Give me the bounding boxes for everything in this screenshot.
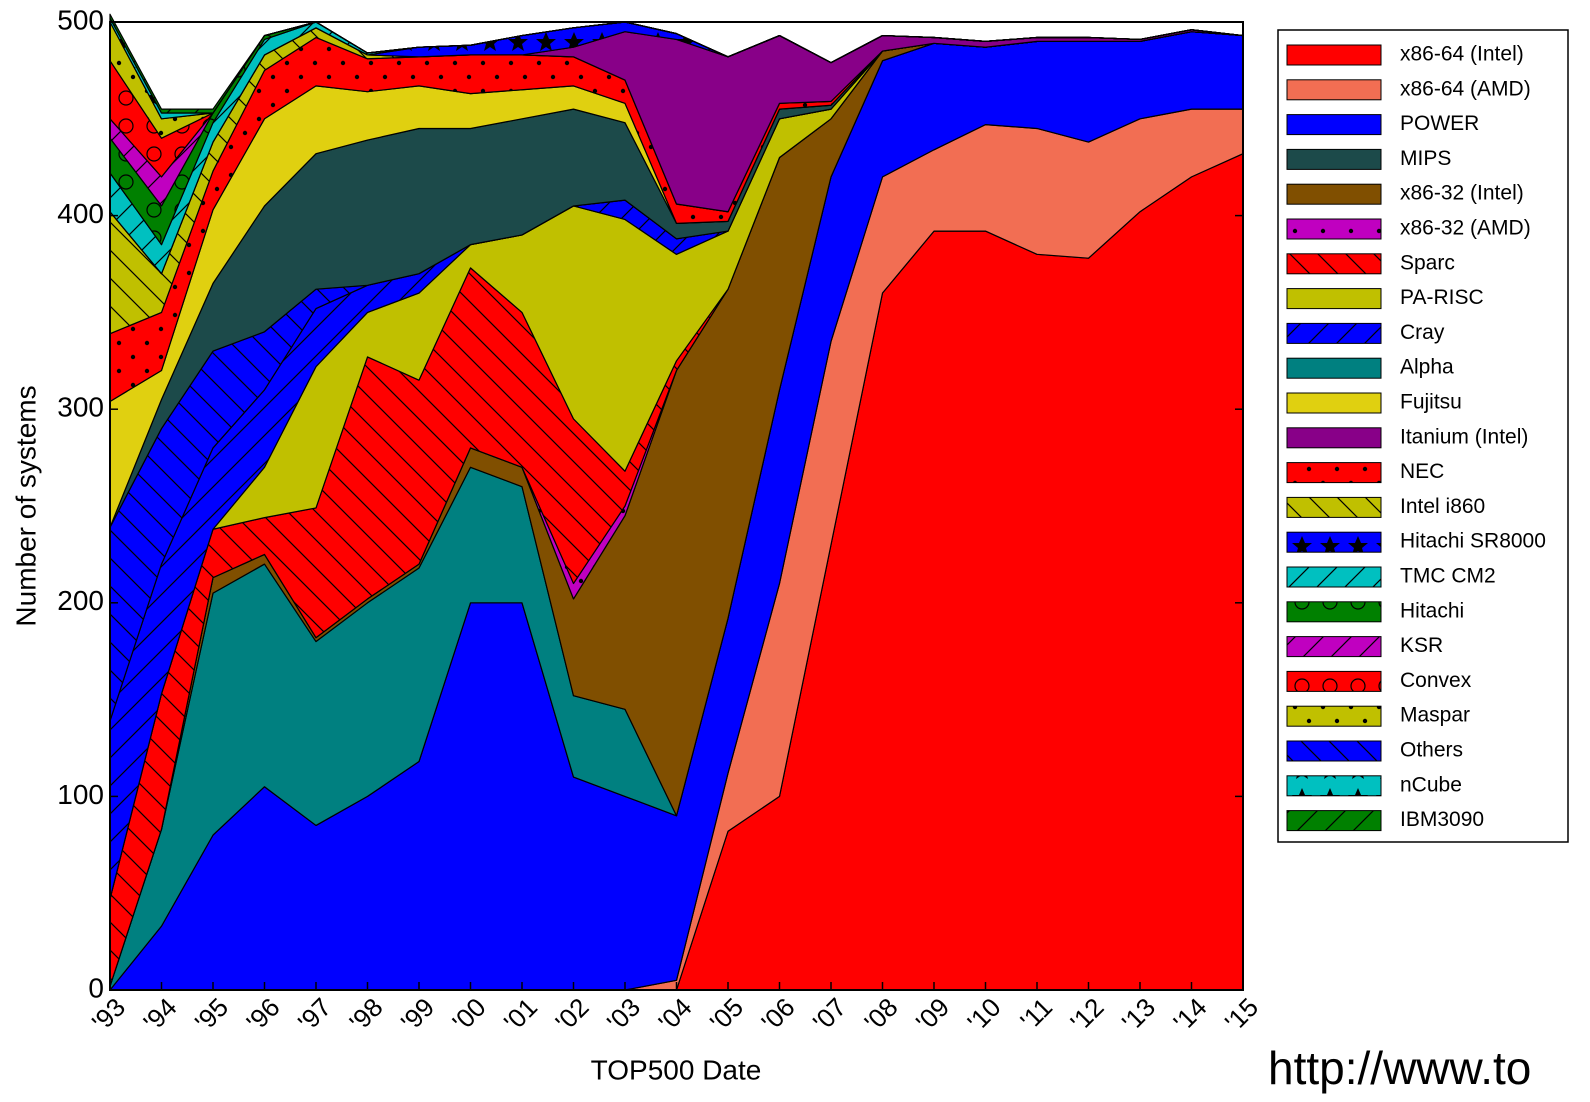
x-tick-label: '03 <box>601 992 646 1037</box>
x-tick-label: '02 <box>549 992 594 1037</box>
x-tick-label: '00 <box>446 992 491 1037</box>
legend-swatch <box>1286 288 1382 310</box>
legend-label: Maspar <box>1400 704 1470 727</box>
x-tick-label: '08 <box>858 992 903 1037</box>
legend-swatch <box>1286 253 1382 275</box>
legend-label: IBM3090 <box>1400 808 1484 831</box>
legend-swatch <box>1286 566 1382 588</box>
legend-swatch <box>1286 79 1382 101</box>
legend-swatch <box>1286 148 1382 170</box>
x-tick-label: '97 <box>292 992 337 1037</box>
legend-swatch <box>1286 810 1382 832</box>
legend-label: nCube <box>1400 773 1462 796</box>
x-tick-label: '99 <box>395 992 440 1037</box>
x-tick-label: '04 <box>652 992 697 1037</box>
area <box>109 13 1244 114</box>
legend-label: Convex <box>1400 669 1472 692</box>
legend-swatch <box>1286 531 1382 553</box>
legend-label: NEC <box>1400 460 1444 483</box>
legend-label: KSR <box>1400 634 1443 657</box>
y-tick-label: 200 <box>57 585 104 616</box>
legend: x86-64 (Intel) x86-64 (AMD) POWER MIPS x86-3… <box>1286 43 1546 832</box>
legend-label: Cray <box>1400 321 1445 344</box>
x-tick-label: '06 <box>755 992 800 1037</box>
x-tick-label: '01 <box>498 992 543 1037</box>
legend-label: PA-RISC <box>1400 286 1484 309</box>
legend-label: Alpha <box>1400 356 1454 379</box>
legend-swatch <box>1286 183 1382 205</box>
y-tick-label: 300 <box>57 392 104 423</box>
x-tick-label: '96 <box>240 992 285 1037</box>
legend-swatch <box>1286 462 1382 484</box>
legend-label: Fujitsu <box>1400 391 1462 414</box>
legend-swatch <box>1286 740 1382 762</box>
legend-label: MIPS <box>1400 147 1451 170</box>
legend-swatch <box>1286 357 1382 379</box>
legend-label: Hitachi <box>1400 599 1464 622</box>
legend-swatch <box>1286 601 1382 623</box>
x-tick-label: '12 <box>1064 992 1109 1037</box>
x-tick-label: '13 <box>1116 992 1161 1037</box>
legend-swatch <box>1286 705 1382 727</box>
x-tick-label: '11 <box>1014 992 1058 1036</box>
legend-swatch <box>1286 636 1382 658</box>
x-tick-label: '14 <box>1167 992 1212 1037</box>
legend-swatch <box>1286 44 1382 66</box>
y-tick-label: 400 <box>57 198 104 229</box>
areas <box>109 13 1244 991</box>
y-tick-label: 500 <box>57 4 104 35</box>
x-tick-label: '94 <box>137 992 182 1037</box>
legend-label: x86-64 (AMD) <box>1400 77 1531 100</box>
x-tick-label: '15 <box>1219 992 1264 1037</box>
y-axis-label: Number of systems <box>10 385 41 626</box>
legend-label: Hitachi SR8000 <box>1400 530 1546 553</box>
y-tick-label: 100 <box>57 779 104 810</box>
legend-swatch <box>1286 496 1382 518</box>
legend-label: Others <box>1400 739 1463 762</box>
legend-label: Intel i860 <box>1400 495 1485 518</box>
x-tick-label: '95 <box>189 992 234 1037</box>
legend-swatch <box>1286 427 1382 449</box>
x-tick-label: '10 <box>961 992 1006 1037</box>
x-tick-label: '98 <box>343 992 388 1037</box>
legend-swatch <box>1286 392 1382 414</box>
x-tick-label: '09 <box>910 992 955 1037</box>
legend-label: Sparc <box>1400 251 1455 274</box>
x-tick-label: '05 <box>704 992 749 1037</box>
y-tick-label: 0 <box>88 972 104 1003</box>
legend-label: x86-32 (Intel) <box>1400 182 1524 205</box>
x-axis-label: TOP500 Date <box>591 1054 762 1085</box>
legend-swatch <box>1286 322 1382 344</box>
legend-label: x86-32 (AMD) <box>1400 217 1531 240</box>
legend-label: POWER <box>1400 112 1479 135</box>
legend-label: TMC CM2 <box>1400 565 1496 588</box>
source-text: http://www.to <box>1268 1042 1531 1094</box>
legend-label: Itanium (Intel) <box>1400 425 1528 448</box>
legend-swatch <box>1286 670 1382 692</box>
legend-label: x86-64 (Intel) <box>1400 43 1524 66</box>
legend-swatch <box>1286 775 1382 797</box>
legend-swatch <box>1286 218 1382 240</box>
x-tick-label: '07 <box>807 992 852 1037</box>
legend-swatch <box>1286 114 1382 136</box>
